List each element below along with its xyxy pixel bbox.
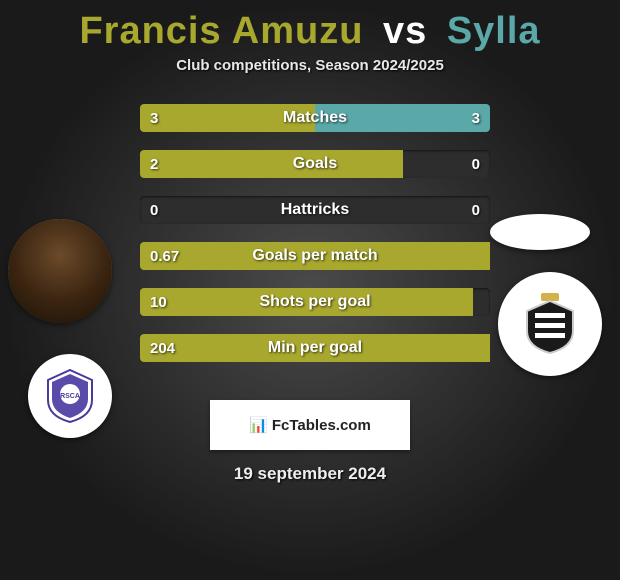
stat-bars: 33Matches 20Goals 00Hattricks 0.67Goals per…	[140, 104, 490, 380]
stat-bar: 0.67Goals per match	[140, 242, 490, 270]
stat-bar: 00Hattricks	[140, 196, 490, 224]
stat-label: Matches	[140, 104, 490, 132]
club2-crest-icon	[515, 289, 585, 359]
player1-face-icon	[8, 219, 112, 323]
snapshot-date: 19 september 2024	[0, 464, 620, 484]
player2-avatar	[490, 214, 590, 250]
stat-label: Min per goal	[140, 334, 490, 362]
comparison-title: Francis Amuzu vs Sylla	[0, 0, 620, 53]
comparison-main: RSCA 33Matches20Goals00Hattricks0.67Goal…	[0, 94, 620, 394]
stat-label: Goals per match	[140, 242, 490, 270]
branding-badge[interactable]: 📊 FcTables.com	[210, 400, 410, 450]
player1-avatar	[8, 219, 112, 323]
club1-crest-icon: RSCA	[40, 366, 100, 426]
stat-bar: 33Matches	[140, 104, 490, 132]
stat-label: Goals	[140, 150, 490, 178]
title-vs: vs	[383, 10, 427, 53]
title-player2: Sylla	[447, 10, 541, 53]
subtitle: Club competitions, Season 2024/2025	[0, 57, 620, 74]
stat-bar: 10Shots per goal	[140, 288, 490, 316]
club1-badge: RSCA	[28, 354, 112, 438]
club2-badge	[498, 272, 602, 376]
stat-label: Hattricks	[140, 196, 490, 224]
branding-text: FcTables.com	[272, 417, 371, 434]
title-player1: Francis Amuzu	[79, 10, 363, 53]
svg-text:RSCA: RSCA	[60, 393, 80, 400]
stat-label: Shots per goal	[140, 288, 490, 316]
branding-chart-icon: 📊	[249, 416, 268, 434]
stat-bar: 20Goals	[140, 150, 490, 178]
stat-bar: 204Min per goal	[140, 334, 490, 362]
